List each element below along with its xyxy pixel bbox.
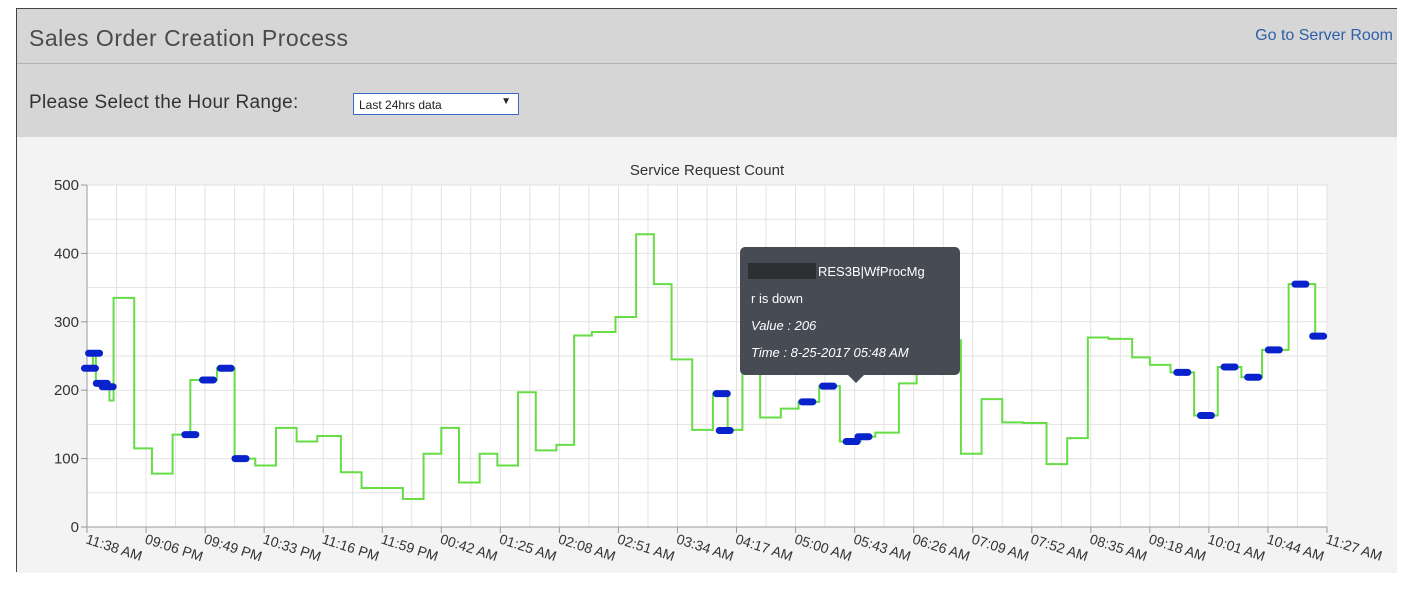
alert-marker: [1264, 346, 1283, 354]
x-tick-label: 10:44 AM: [1265, 531, 1326, 564]
x-tick-label: 09:18 AM: [1147, 531, 1208, 564]
alert-marker: [798, 398, 817, 406]
x-tick-label: 11:16 PM: [320, 531, 381, 564]
x-tick-label: 05:00 AM: [793, 531, 854, 564]
header-divider: [17, 63, 1397, 64]
alert-marker: [715, 427, 734, 435]
x-tick-label: 08:35 AM: [1088, 531, 1149, 564]
x-tick-label: 07:52 AM: [1029, 531, 1090, 564]
x-tick-label: 01:25 AM: [497, 531, 558, 564]
x-tick-label: 10:33 PM: [261, 531, 323, 565]
alert-marker: [199, 376, 218, 384]
alert-marker: [1291, 280, 1310, 288]
alert-marker: [85, 349, 104, 357]
x-tick-label: 09:49 PM: [202, 531, 264, 565]
x-tick-label: 11:27 AM: [1324, 531, 1384, 564]
x-tick-label: 09:06 PM: [143, 531, 205, 565]
alert-marker: [181, 431, 200, 439]
alert-marker: [819, 382, 838, 390]
hour-range-label: Please Select the Hour Range:: [29, 92, 299, 113]
x-tick-label: 10:01 AM: [1206, 531, 1267, 564]
tooltip-redaction: [748, 263, 816, 279]
tooltip-line2: r is down: [751, 291, 803, 306]
chart-title: Service Request Count: [630, 162, 785, 179]
alert-marker: [1244, 373, 1263, 381]
hour-range-selected-value: Last 24hrs data: [359, 98, 442, 112]
x-tick-label: 04:17 AM: [734, 531, 795, 564]
x-tick-label: 11:38 AM: [84, 531, 144, 564]
alert-marker: [1196, 412, 1215, 420]
y-tick-label: 0: [71, 519, 79, 536]
dropdown-arrow-icon: ▼: [501, 96, 511, 107]
alert-marker: [1309, 332, 1328, 340]
go-to-server-room-link[interactable]: Go to Server Room: [1255, 27, 1393, 44]
x-tick-label: 05:43 AM: [852, 531, 913, 564]
x-tick-label: 03:34 AM: [675, 531, 736, 564]
x-tick-label: 07:09 AM: [970, 531, 1031, 564]
tooltip-line1: RES3B|WfProcMg: [818, 264, 925, 279]
chart-area: 0 100 200 300 400 500 11:38 AM 09:06 PM 09:49 PM…: [17, 137, 1397, 573]
alert-marker: [1173, 368, 1192, 376]
alert-marker: [842, 438, 861, 445]
y-tick-label: 300: [54, 314, 79, 331]
alert-marker: [98, 383, 117, 391]
alert-marker: [231, 455, 250, 463]
alert-marker: [216, 364, 235, 372]
page-header: Sales Order Creation Process Go to Serve…: [17, 9, 1397, 137]
x-tick-label: 02:08 AM: [556, 531, 617, 564]
page-title: Sales Order Creation Process: [29, 25, 349, 51]
y-tick-label: 500: [54, 177, 79, 194]
x-tick-label: 02:51 AM: [616, 531, 677, 564]
dashboard-frame: Sales Order Creation Process Go to Serve…: [16, 8, 1397, 573]
tooltip-pointer: [848, 375, 864, 383]
x-tick-label: 11:59 PM: [379, 531, 440, 564]
x-tick-label: 06:26 AM: [911, 531, 972, 564]
x-tick-label: 00:42 AM: [438, 531, 499, 564]
hour-range-select[interactable]: Last 24hrs data ▼: [353, 93, 519, 115]
alert-marker: [1220, 363, 1239, 371]
alert-marker: [854, 433, 873, 441]
y-tick-label: 100: [54, 451, 79, 468]
y-tick-label: 400: [54, 245, 79, 262]
tooltip-line4: Time : 8-25-2017 05:48 AM: [751, 345, 909, 360]
alert-marker: [712, 390, 731, 398]
y-tick-label: 200: [54, 382, 79, 399]
series-line: [87, 233, 1327, 500]
tooltip-line3: Value : 206: [751, 318, 817, 333]
alert-marker: [80, 364, 99, 372]
